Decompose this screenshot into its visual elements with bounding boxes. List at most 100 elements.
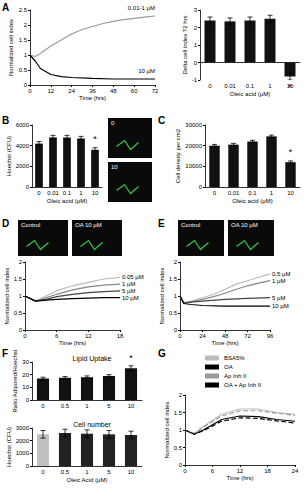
svg-text:10: 10 [128, 469, 135, 475]
svg-text:0: 0 [208, 83, 212, 89]
svg-text:10: 10 [22, 384, 29, 390]
svg-text:0.01-1 µM: 0.01-1 µM [128, 5, 155, 11]
svg-text:1 µM: 1 µM [122, 281, 135, 287]
svg-text:10: 10 [287, 190, 294, 196]
svg-text:0: 0 [19, 327, 23, 333]
svg-text:20000: 20000 [185, 143, 202, 149]
svg-text:Lipid Uptake: Lipid Uptake [73, 355, 112, 363]
svg-text:48: 48 [110, 88, 117, 94]
svg-text:72: 72 [244, 333, 251, 339]
svg-text:Oleic acid (µM): Oleic acid (µM) [230, 91, 270, 97]
svg-text:0: 0 [183, 468, 187, 474]
svg-text:10 µM: 10 µM [122, 295, 139, 301]
svg-text:2000: 2000 [16, 163, 30, 169]
svg-text:0.5: 0.5 [19, 67, 28, 73]
svg-text:24: 24 [68, 88, 75, 94]
svg-text:Cell density per cm2: Cell density per cm2 [175, 128, 181, 183]
svg-text:B: B [2, 115, 9, 126]
svg-text:Normalized cell index: Normalized cell index [4, 267, 10, 324]
svg-text:0: 0 [41, 403, 45, 409]
svg-text:6: 6 [211, 468, 215, 474]
svg-text:5: 5 [107, 403, 111, 409]
svg-text:0.01: 0.01 [224, 83, 236, 89]
svg-text:5 µM: 5 µM [272, 295, 285, 301]
svg-text:E: E [158, 218, 165, 229]
svg-text:G: G [158, 348, 166, 359]
svg-text:1: 1 [79, 190, 83, 196]
svg-text:0.5 µM: 0.5 µM [272, 271, 290, 277]
svg-text:0: 0 [199, 184, 203, 190]
svg-text:A: A [2, 2, 9, 13]
svg-text:-1: -1 [192, 77, 198, 83]
svg-text:1: 1 [194, 42, 198, 48]
svg-text:12: 12 [237, 468, 244, 474]
svg-text:0.1: 0.1 [248, 190, 257, 196]
svg-text:Oleic acid (µM): Oleic acid (µM) [232, 198, 272, 204]
svg-text:0: 0 [24, 82, 28, 88]
svg-text:0: 0 [23, 333, 27, 339]
svg-text:0.1: 0.1 [246, 83, 255, 89]
svg-text:0: 0 [28, 88, 32, 94]
svg-text:1.5: 1.5 [19, 37, 28, 43]
svg-text:2.5: 2.5 [19, 7, 28, 13]
svg-text:Time (hrs): Time (hrs) [226, 475, 253, 481]
svg-text:30000: 30000 [185, 122, 202, 128]
svg-text:Cell number: Cell number [73, 421, 111, 428]
svg-text:BSA5%: BSA5% [224, 355, 245, 361]
svg-text:Ratio Adipored/Hoechst: Ratio Adipored/Hoechst [12, 349, 18, 412]
svg-text:Ap Inh II: Ap Inh II [224, 373, 247, 379]
svg-text:10000: 10000 [185, 163, 202, 169]
svg-text:1: 1 [174, 293, 178, 299]
svg-text:C: C [158, 115, 165, 126]
svg-text:1: 1 [268, 83, 272, 89]
svg-text:36: 36 [89, 88, 96, 94]
svg-text:20: 20 [22, 372, 29, 378]
svg-text:2: 2 [24, 22, 28, 28]
svg-text:10: 10 [111, 164, 118, 170]
svg-text:2: 2 [179, 392, 183, 398]
svg-text:*: * [289, 147, 293, 157]
svg-text:6: 6 [55, 333, 59, 339]
svg-text:Time (hrs): Time (hrs) [211, 340, 238, 346]
svg-text:*: * [129, 353, 133, 363]
svg-text:10: 10 [128, 403, 135, 409]
svg-text:0: 0 [26, 184, 30, 190]
svg-text:OA: OA [224, 364, 233, 370]
svg-text:18: 18 [117, 333, 124, 339]
svg-text:3: 3 [194, 7, 198, 13]
svg-text:Normalized cell index: Normalized cell index [8, 19, 14, 76]
svg-text:1: 1 [179, 427, 183, 433]
svg-text:12: 12 [47, 88, 54, 94]
svg-text:0: 0 [213, 190, 217, 196]
svg-text:60: 60 [131, 88, 138, 94]
svg-text:0.05 µM: 0.05 µM [122, 274, 144, 280]
svg-text:OA + Ap Inh II: OA + Ap Inh II [224, 382, 262, 388]
svg-text:1 µM: 1 µM [272, 278, 285, 284]
svg-text:0.5: 0.5 [14, 310, 23, 316]
svg-text:0.5: 0.5 [61, 403, 70, 409]
svg-text:0: 0 [179, 462, 183, 468]
svg-text:0: 0 [37, 190, 41, 196]
svg-text:5 µM: 5 µM [122, 288, 135, 294]
svg-text:4000: 4000 [16, 143, 30, 149]
svg-text:0: 0 [26, 397, 30, 403]
svg-text:Normalized cell index: Normalized cell index [159, 267, 165, 324]
svg-text:5: 5 [107, 469, 111, 475]
svg-text:3000: 3000 [16, 425, 30, 431]
svg-text:0.01: 0.01 [228, 190, 240, 196]
svg-text:2: 2 [174, 259, 178, 265]
svg-text:*: * [93, 134, 97, 144]
svg-text:Control: Control [21, 222, 40, 228]
svg-text:0: 0 [178, 333, 182, 339]
svg-text:F: F [2, 348, 8, 359]
svg-text:2: 2 [19, 259, 23, 265]
svg-text:Time (hrs): Time (hrs) [59, 340, 86, 346]
svg-text:1: 1 [85, 469, 89, 475]
svg-text:Oleic acid (µM): Oleic acid (µM) [47, 198, 87, 204]
svg-text:0.01: 0.01 [47, 190, 59, 196]
svg-text:0.5: 0.5 [61, 469, 70, 475]
svg-text:OA 10 µM: OA 10 µM [75, 222, 102, 228]
svg-text:2000: 2000 [16, 438, 30, 444]
svg-text:10 µM: 10 µM [272, 303, 289, 309]
svg-text:0: 0 [41, 469, 45, 475]
